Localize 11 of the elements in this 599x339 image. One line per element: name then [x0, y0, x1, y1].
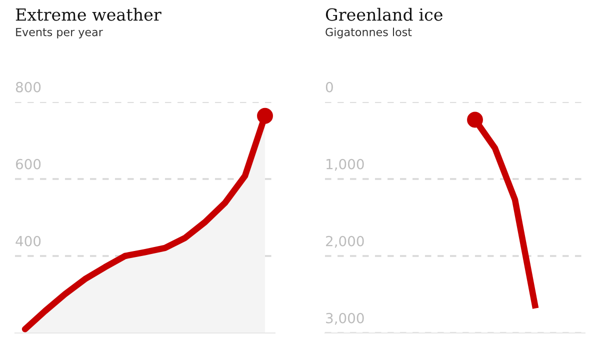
chart-title: Extreme weather — [16, 8, 162, 21]
y-tick-label: 800 — [16, 82, 41, 92]
y-tick-label: 0 — [326, 82, 333, 92]
y-tick-label: 1,000 — [326, 158, 364, 171]
chart-title: Greenland ice — [326, 8, 442, 21]
y-tick-label: 3,000 — [326, 312, 364, 325]
y-tick-label: 600 — [16, 158, 41, 170]
chart-subtitle: Gigatonnes lost — [326, 28, 412, 38]
y-tick-label: 400 — [16, 236, 41, 246]
chart-subtitle: Events per year — [16, 28, 103, 38]
y-tick-label: 2,000 — [326, 236, 364, 248]
